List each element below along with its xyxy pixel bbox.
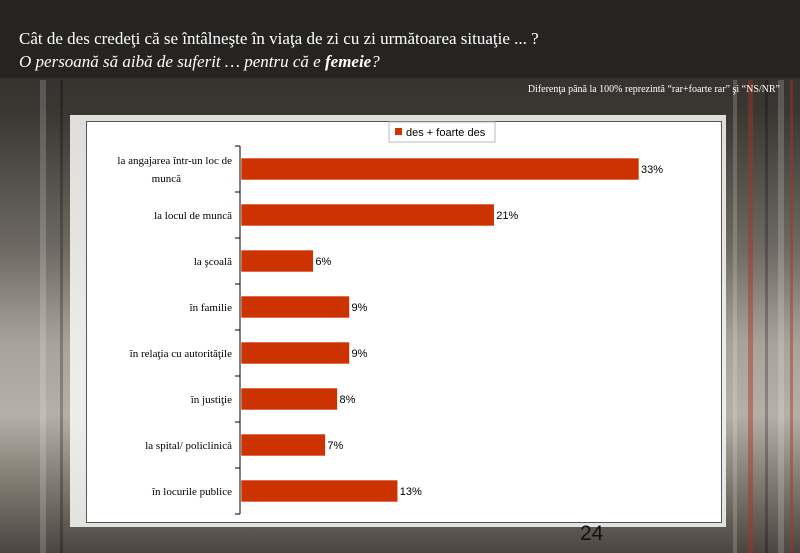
question-title: Cât de des credeţi că se întâlneşte în v… [19, 29, 539, 48]
title-bar: Cât de des credeţi că se întâlneşte în v… [0, 0, 800, 78]
bar-3 [240, 249, 314, 273]
data-label-4: 9% [352, 302, 368, 314]
category-label-1-line-2: muncă [152, 173, 181, 185]
footnote: Diferenţa până la 100% reprezintă “rar+f… [527, 84, 780, 95]
category-label-7: la spital/ policlinică [145, 440, 232, 452]
data-label-8: 13% [400, 486, 422, 498]
category-label-4: în familie [189, 302, 233, 314]
bar-1 [240, 157, 640, 181]
category-label-6: în justiţie [190, 394, 232, 406]
legend-box [388, 121, 496, 143]
bar-5 [240, 341, 350, 365]
chart-plot-frame [86, 121, 722, 523]
data-label-7: 7% [327, 440, 343, 452]
page-number: 24 [580, 522, 604, 545]
bar-4 [240, 295, 350, 319]
bar-8 [240, 479, 399, 503]
bar-2 [240, 203, 495, 227]
data-label-6: 8% [339, 394, 355, 406]
category-label-2: la locul de muncă [154, 210, 232, 222]
legend-label: des + foarte des [406, 127, 486, 139]
statement-prefix: O persoană să aibă de suferit … pentru c… [19, 52, 325, 71]
category-label-5: în relaţia cu autorităţile [129, 348, 232, 360]
data-label-2: 21% [496, 210, 518, 222]
legend-swatch [395, 128, 402, 135]
category-label-3: la şcoală [194, 256, 232, 268]
category-label-1-line-1: la angajarea într-un loc de [117, 155, 232, 167]
statement-emphasis: femeie [324, 52, 372, 71]
data-label-3: 6% [315, 256, 331, 268]
data-label-1: 33% [641, 164, 663, 176]
statement-title: O persoană să aibă de suferit … pentru c… [19, 52, 380, 72]
bar-6 [240, 387, 338, 411]
bar-7 [240, 433, 326, 457]
data-label-5: 9% [352, 348, 368, 360]
statement-suffix: ? [371, 52, 380, 71]
category-label-8: în locurile publice [151, 486, 232, 498]
